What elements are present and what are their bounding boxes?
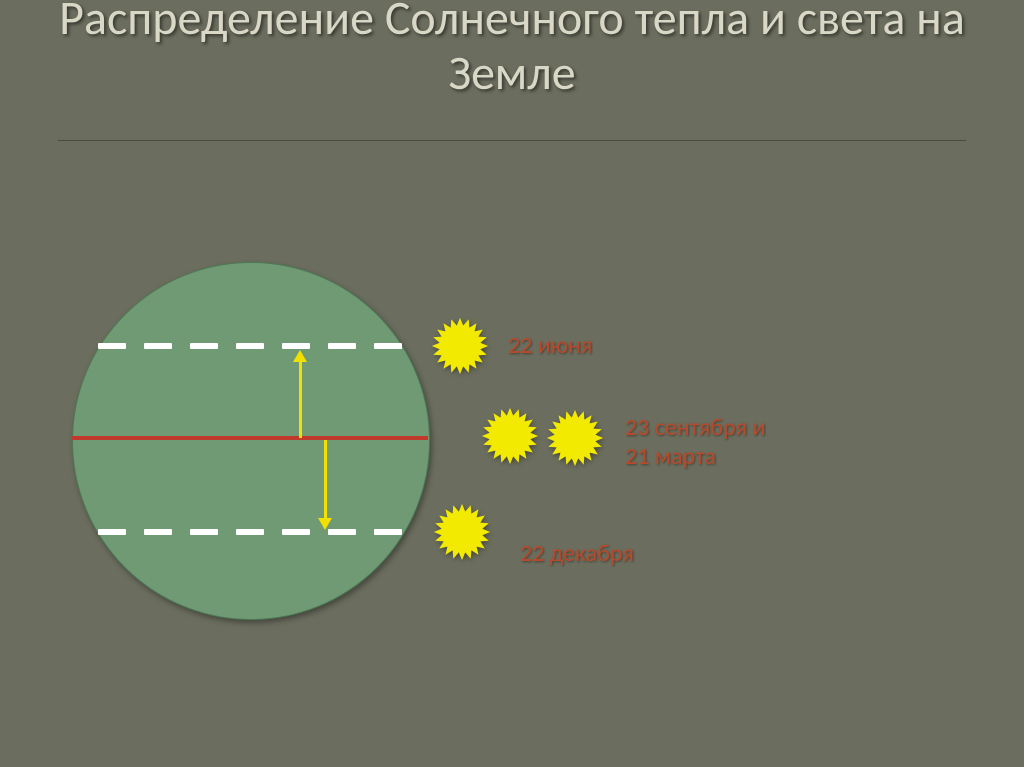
label-equinox-line2: 21 марта [625,442,716,471]
sun-june-icon [430,316,490,376]
label-december: 22 декабря [520,540,634,569]
sun-equinox2-icon [545,408,605,468]
earth-globe [72,262,430,620]
arrow-south-head [318,518,332,530]
arrow-north-shaft [299,360,302,438]
arrow-south-shaft [324,440,327,520]
sun-equinox1-icon [480,406,540,466]
equator-line [72,436,428,440]
label-june: 22 июня [508,332,592,361]
tropic-north-line [98,343,402,349]
tropic-south-line [98,529,402,535]
label-equinox: 23 сентября и 21 марта [625,414,765,472]
label-equinox-line1: 23 сентября и [625,413,765,442]
sun-december-icon [432,502,492,562]
diagram-stage: 22 июня 23 сентября и 21 марта 22 декабр… [0,0,1024,767]
arrow-north-head [293,350,307,362]
